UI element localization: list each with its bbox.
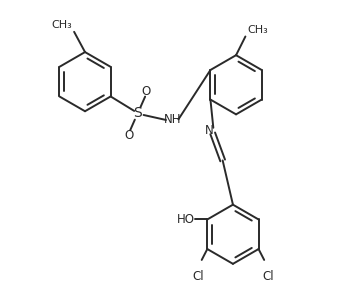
Text: CH₃: CH₃: [52, 20, 73, 30]
Text: S: S: [134, 107, 142, 120]
Text: O: O: [124, 129, 133, 142]
Text: CH₃: CH₃: [247, 25, 268, 35]
Text: NH: NH: [163, 113, 181, 127]
Text: HO: HO: [177, 213, 195, 226]
Text: Cl: Cl: [192, 270, 204, 283]
Text: N: N: [205, 124, 214, 137]
Text: Cl: Cl: [262, 270, 274, 283]
Text: O: O: [141, 84, 150, 97]
